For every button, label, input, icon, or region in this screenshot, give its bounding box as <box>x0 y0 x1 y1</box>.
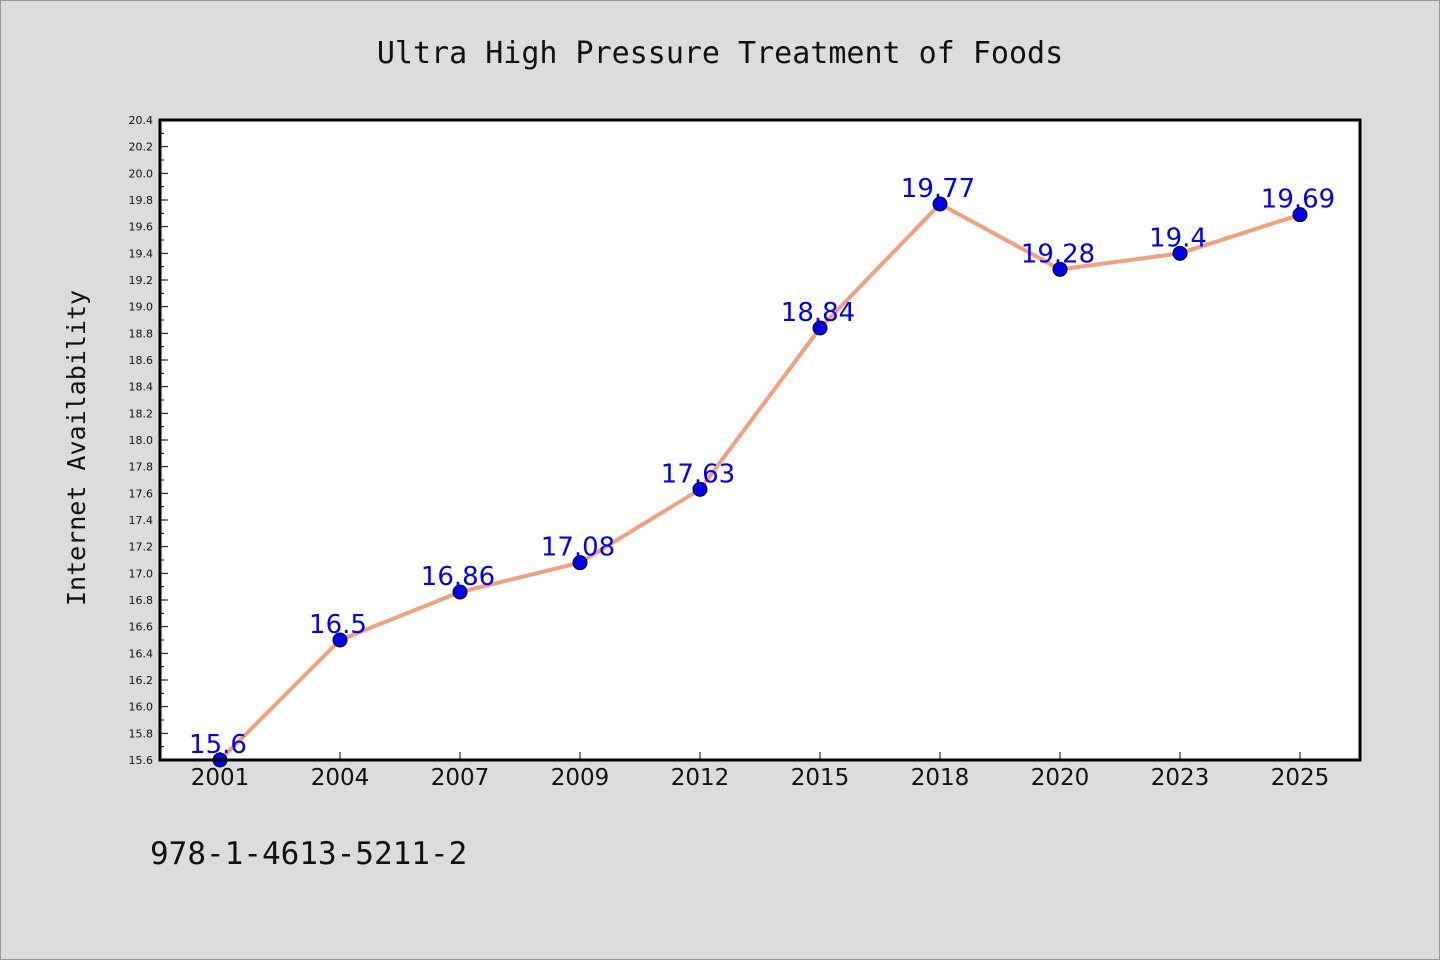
plot-border <box>158 118 1362 762</box>
y-tick-label: 18.0 <box>129 434 154 447</box>
x-tick-label: 2001 <box>191 765 250 791</box>
data-label: 19.77 <box>901 174 975 204</box>
data-label: 17.63 <box>661 459 735 489</box>
x-tick-label: 2009 <box>551 765 610 791</box>
x-tick-label: 2004 <box>311 765 370 791</box>
axis-ticks: 15.6 15.8 16.0 16.2 16.4 16.6 16.8 17.0 17.2 17.4… <box>129 114 1330 791</box>
x-tick-label: 2007 <box>431 765 490 791</box>
y-tick-label: 17.8 <box>129 461 154 474</box>
y-tick-label: 16.6 <box>129 621 154 634</box>
y-tick-label: 19.2 <box>129 274 154 287</box>
plot-area <box>160 120 1360 760</box>
data-point <box>1292 207 1308 223</box>
data-label: 18.84 <box>781 298 855 328</box>
x-tick-label: 2023 <box>1151 765 1210 791</box>
y-tick-label: 15.6 <box>129 754 154 767</box>
data-point <box>692 481 708 497</box>
data-point <box>932 196 948 212</box>
data-point <box>1172 245 1188 261</box>
y-tick-label: 17.6 <box>129 487 154 500</box>
data-label: 19.4 <box>1149 223 1207 253</box>
y-tick-label: 16.8 <box>129 594 154 607</box>
data-point <box>332 632 348 648</box>
x-tick-label: 2025 <box>1271 765 1330 791</box>
y-tick-label: 17.0 <box>129 567 154 580</box>
y-tick-label: 19.8 <box>129 194 154 207</box>
data-point <box>572 555 588 571</box>
data-point <box>812 320 828 336</box>
x-tick-label: 2020 <box>1031 765 1090 791</box>
x-tick-label: 2012 <box>671 765 730 791</box>
data-point <box>452 584 468 600</box>
y-tick-label: 20.0 <box>129 167 154 180</box>
y-tick-label: 19.4 <box>129 247 154 260</box>
y-tick-label: 15.8 <box>129 727 154 740</box>
y-tick-label: 19.6 <box>129 221 154 234</box>
y-tick-label: 18.8 <box>129 327 154 340</box>
y-tick-label: 20.2 <box>129 141 154 154</box>
y-tick-label: 16.4 <box>129 647 154 660</box>
x-tick-label: 2015 <box>791 765 850 791</box>
data-label: 15.6 <box>189 730 247 760</box>
y-tick-label: 17.2 <box>129 541 154 554</box>
y-axis-label: Internet Availability <box>62 290 91 606</box>
data-label: 17.08 <box>541 533 615 563</box>
y-tick-label: 16.0 <box>129 701 154 714</box>
data-label: 19.69 <box>1261 185 1335 215</box>
series-line <box>218 202 1302 762</box>
y-tick-label: 16.2 <box>129 674 154 687</box>
isbn-footer: 978-1-4613-5211-2 <box>150 836 467 872</box>
chart-title: Ultra High Pressure Treatment of Foods <box>377 36 1063 71</box>
y-tick-label: 18.2 <box>129 407 154 420</box>
y-tick-label: 20.4 <box>129 114 154 127</box>
data-label: 19.28 <box>1021 239 1095 269</box>
y-tick-label: 17.4 <box>129 514 154 527</box>
x-tick-label: 2018 <box>911 765 970 791</box>
data-label: 16.5 <box>309 610 367 640</box>
y-tick-label: 18.6 <box>129 354 154 367</box>
y-tick-label: 19.0 <box>129 301 154 314</box>
data-point <box>1052 261 1068 277</box>
data-label: 16.86 <box>421 562 495 592</box>
y-tick-label: 18.4 <box>129 381 154 394</box>
